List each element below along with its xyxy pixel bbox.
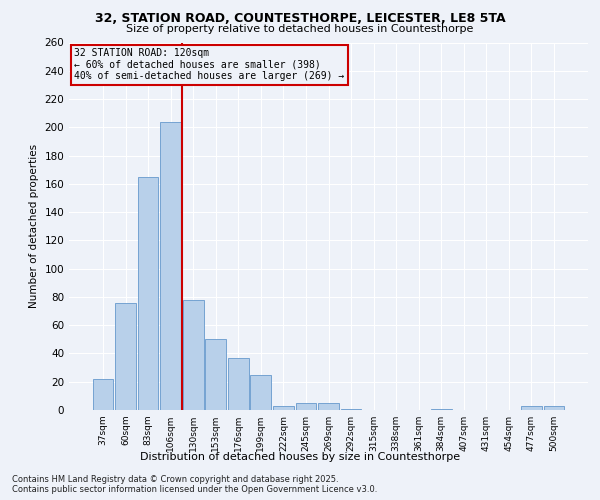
Bar [250, 374, 271, 410]
Text: Contains HM Land Registry data © Crown copyright and database right 2025.
Contai: Contains HM Land Registry data © Crown c… [12, 474, 377, 494]
Bar [160, 122, 181, 410]
Bar [205, 340, 226, 410]
Bar [521, 406, 542, 410]
Bar [296, 403, 316, 410]
Bar [341, 408, 361, 410]
Bar [183, 300, 203, 410]
Bar [137, 177, 158, 410]
Bar [115, 302, 136, 410]
Bar [228, 358, 248, 410]
Bar [431, 408, 452, 410]
Bar [318, 403, 339, 410]
Bar [544, 406, 565, 410]
Text: Size of property relative to detached houses in Countesthorpe: Size of property relative to detached ho… [127, 24, 473, 34]
Bar [273, 406, 294, 410]
Bar [92, 379, 113, 410]
Text: 32 STATION ROAD: 120sqm
← 60% of detached houses are smaller (398)
40% of semi-d: 32 STATION ROAD: 120sqm ← 60% of detache… [74, 48, 344, 81]
Text: Distribution of detached houses by size in Countesthorpe: Distribution of detached houses by size … [140, 452, 460, 462]
Y-axis label: Number of detached properties: Number of detached properties [29, 144, 39, 308]
Text: 32, STATION ROAD, COUNTESTHORPE, LEICESTER, LE8 5TA: 32, STATION ROAD, COUNTESTHORPE, LEICEST… [95, 12, 505, 26]
